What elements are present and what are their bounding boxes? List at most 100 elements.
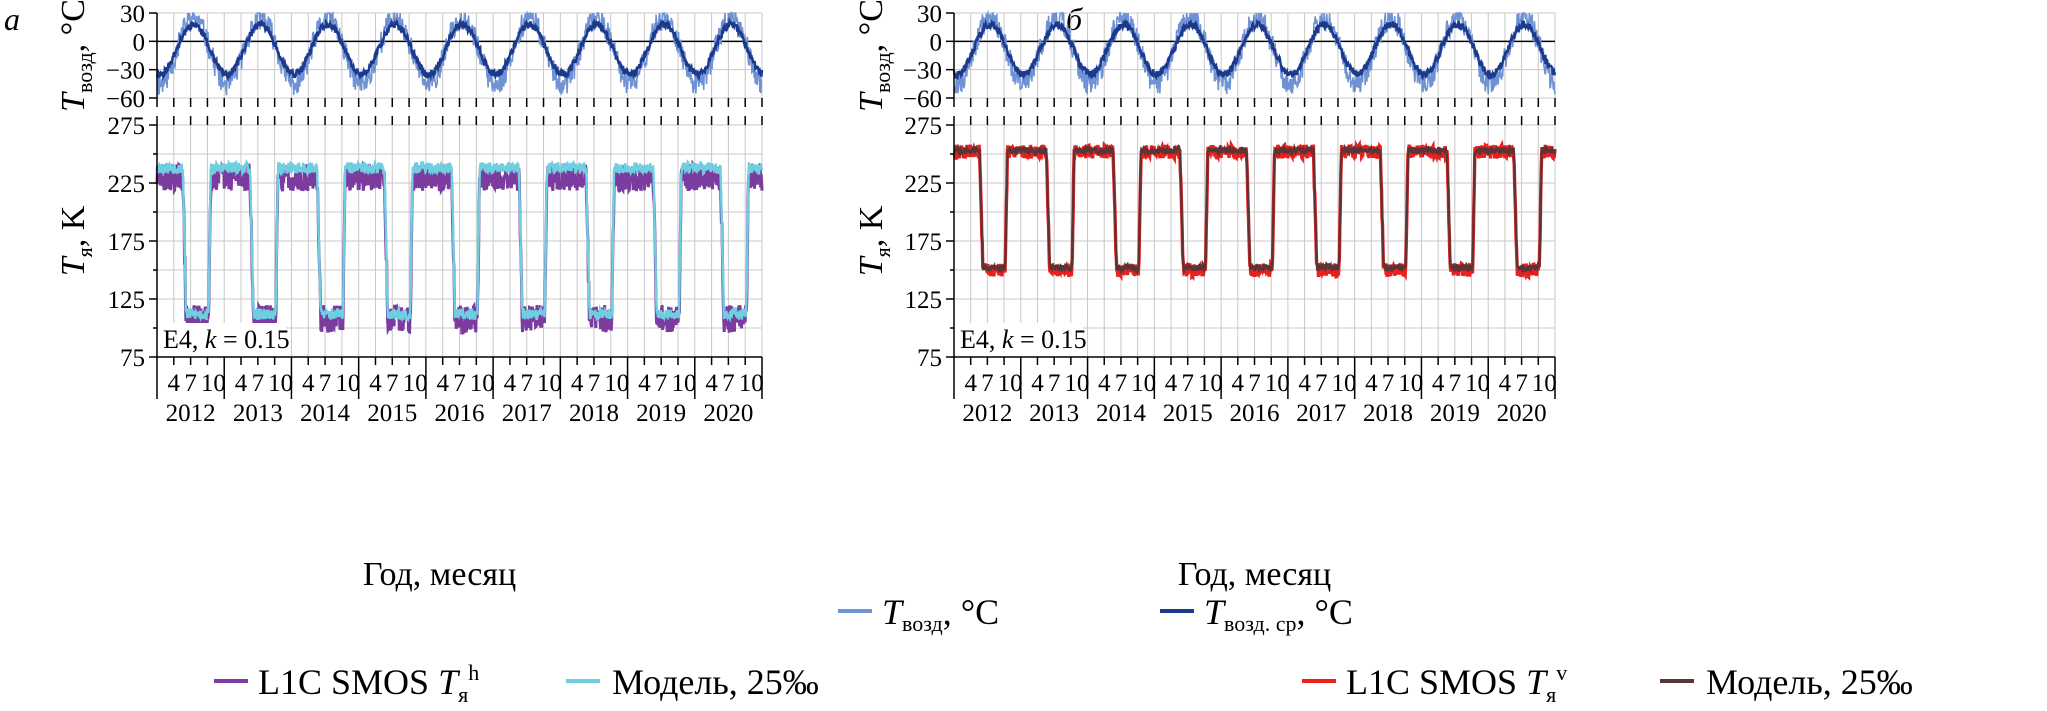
x-tick-label-year: 2017 bbox=[1296, 400, 1346, 427]
x-tick-label-year: 2014 bbox=[1096, 400, 1147, 427]
panel-label-b: б bbox=[1066, 1, 1083, 37]
legend-model-v: Модель, 25‰ bbox=[1706, 662, 1913, 702]
y-tick-label-air: −60 bbox=[903, 86, 942, 113]
x-tick-label-year: 2018 bbox=[569, 400, 619, 427]
x-tick-label-month: 7 bbox=[655, 370, 668, 397]
x-tick-label-year: 2015 bbox=[367, 400, 417, 427]
y-tick-label-tb: 75 bbox=[120, 345, 145, 372]
y-tick-label-air: −30 bbox=[903, 58, 942, 85]
x-tick-label-month: 7 bbox=[184, 370, 197, 397]
x-tick-label-month: 10 bbox=[1331, 370, 1356, 397]
annotation: E4, k = 0.15 bbox=[955, 323, 1087, 356]
x-axis-label: Год, месяц bbox=[363, 556, 516, 593]
y-tick-label-tb: 275 bbox=[905, 113, 943, 140]
x-axis-label: Год, месяц bbox=[1178, 556, 1331, 593]
y-tick-label-tb: 275 bbox=[108, 113, 146, 140]
x-tick-label-year: 2014 bbox=[300, 400, 351, 427]
legend-air-daily: Tвозд, °C bbox=[882, 592, 999, 636]
y-axis-label-tb: Tя, K bbox=[55, 205, 97, 276]
panel-label-a: а bbox=[4, 1, 20, 37]
x-tick-label-month: 4 bbox=[1165, 370, 1178, 397]
x-tick-label-month: 4 bbox=[504, 370, 517, 397]
annotation-background bbox=[158, 323, 286, 356]
x-tick-label-year: 2020 bbox=[1497, 400, 1547, 427]
x-tick-label-year: 2017 bbox=[502, 400, 552, 427]
x-tick-label-month: 7 bbox=[386, 370, 399, 397]
x-tick-label-month: 4 bbox=[1298, 370, 1311, 397]
x-tick-label-year: 2016 bbox=[1230, 400, 1280, 427]
x-tick-label-year: 2019 bbox=[1430, 400, 1480, 427]
x-tick-label-month: 7 bbox=[1181, 370, 1194, 397]
x-tick-label-month: 10 bbox=[1064, 370, 1089, 397]
x-tick-label-month: 7 bbox=[453, 370, 466, 397]
x-tick-label-month: 7 bbox=[1449, 370, 1462, 397]
y-tick-label-tb: 125 bbox=[108, 287, 146, 314]
annotation-text: E4, k = 0.15 bbox=[163, 325, 290, 354]
x-tick-label-month: 7 bbox=[588, 370, 601, 397]
vertical-grid bbox=[953, 13, 1556, 357]
x-tick-label-month: 7 bbox=[722, 370, 735, 397]
y-tick-label-tb: 125 bbox=[905, 287, 943, 314]
series-air-mean bbox=[155, 16, 764, 82]
x-tick-label-month: 4 bbox=[1031, 370, 1044, 397]
x-tick-label-month: 7 bbox=[252, 370, 265, 397]
x-tick-label-year: 2019 bbox=[636, 400, 686, 427]
y-axis-label-air: Tвозд, °C bbox=[55, 0, 97, 112]
x-tick-label-year: 2013 bbox=[233, 400, 283, 427]
x-tick-label-year: 2012 bbox=[166, 400, 216, 427]
x-tick-label-month: 4 bbox=[1432, 370, 1445, 397]
legend-smos-h: L1C SMOS Tяh bbox=[258, 660, 479, 707]
y-tick-label-tb: 225 bbox=[905, 171, 943, 198]
x-tick-label-year: 2012 bbox=[962, 400, 1012, 427]
y-tick-label-tb: 75 bbox=[917, 345, 942, 372]
x-tick-label-year: 2020 bbox=[703, 400, 753, 427]
x-tick-label-month: 4 bbox=[1365, 370, 1378, 397]
x-tick-label-month: 10 bbox=[1265, 370, 1290, 397]
x-tick-label-month: 10 bbox=[470, 370, 495, 397]
x-tick-label-month: 4 bbox=[571, 370, 584, 397]
x-tick-label-month: 4 bbox=[1232, 370, 1245, 397]
x-tick-label-month: 7 bbox=[981, 370, 994, 397]
x-tick-label-month: 7 bbox=[1115, 370, 1128, 397]
x-tick-label-year: 2018 bbox=[1363, 400, 1413, 427]
annotation-background bbox=[955, 323, 1083, 356]
y-tick-label-tb: 225 bbox=[108, 171, 146, 198]
x-tick-label-month: 7 bbox=[520, 370, 533, 397]
x-tick-label-month: 7 bbox=[1515, 370, 1528, 397]
y-tick-label-air: 0 bbox=[930, 29, 943, 56]
y-tick-label-air: −60 bbox=[106, 86, 145, 113]
x-tick-label-month: 4 bbox=[638, 370, 651, 397]
x-tick-label-month: 10 bbox=[1465, 370, 1490, 397]
x-tick-label-month: 7 bbox=[1048, 370, 1061, 397]
x-tick-label-year: 2015 bbox=[1163, 400, 1213, 427]
annotation: E4, k = 0.15 bbox=[158, 323, 290, 356]
x-tick-label-month: 4 bbox=[436, 370, 449, 397]
x-tick-label-month: 4 bbox=[168, 370, 181, 397]
series-model-tb bbox=[155, 158, 764, 324]
x-tick-label-month: 10 bbox=[1398, 370, 1423, 397]
legend-model-h: Модель, 25‰ bbox=[612, 662, 819, 702]
y-tick-label-air: 30 bbox=[917, 1, 942, 28]
series-model-tb bbox=[953, 143, 1557, 276]
x-tick-label-month: 4 bbox=[1098, 370, 1111, 397]
x-tick-label-month: 10 bbox=[1532, 370, 1557, 397]
x-tick-label-month: 7 bbox=[319, 370, 332, 397]
x-tick-label-year: 2013 bbox=[1029, 400, 1079, 427]
x-tick-label-month: 7 bbox=[1248, 370, 1261, 397]
x-tick-label-month: 10 bbox=[1198, 370, 1223, 397]
x-tick-label-year: 2016 bbox=[435, 400, 485, 427]
x-tick-label-month: 4 bbox=[964, 370, 977, 397]
x-tick-label-month: 4 bbox=[235, 370, 248, 397]
x-tick-label-month: 4 bbox=[369, 370, 382, 397]
legend-smos-v: L1C SMOS Tяv bbox=[1346, 660, 1567, 707]
x-tick-label-month: 7 bbox=[1382, 370, 1395, 397]
x-tick-label-month: 10 bbox=[537, 370, 562, 397]
x-tick-label-month: 10 bbox=[1131, 370, 1156, 397]
x-tick-label-month: 10 bbox=[671, 370, 696, 397]
y-tick-label-air: 30 bbox=[120, 1, 145, 28]
x-tick-label-month: 10 bbox=[998, 370, 1023, 397]
